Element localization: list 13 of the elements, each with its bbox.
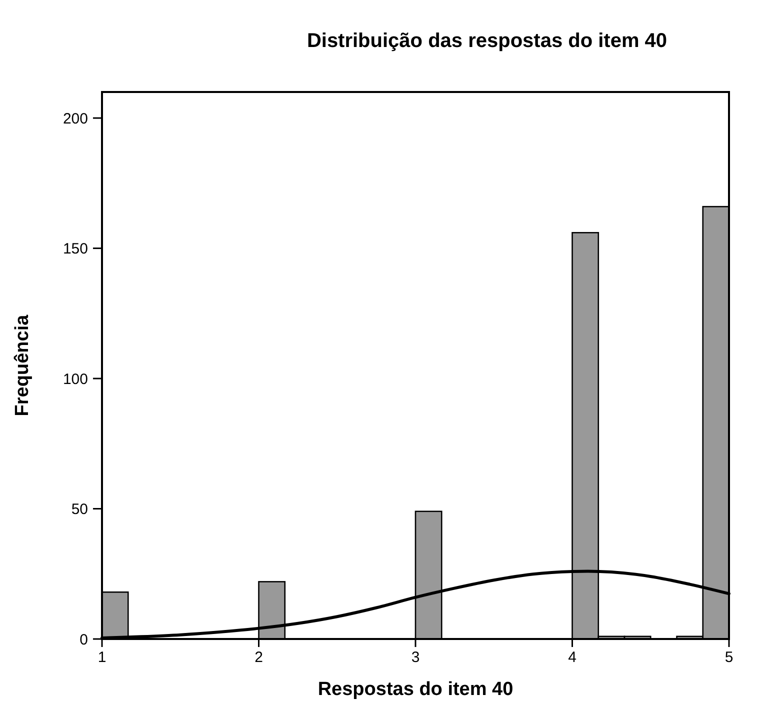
y-tick-label: 100 [62,370,88,388]
chart-title: Distribuição das respostas do item 40 [306,30,668,52]
x-tick-label: 3 [411,649,420,666]
y-tick-label: 150 [62,240,88,258]
x-tick-label: 5 [724,649,734,666]
y-tick-label: 200 [62,110,88,128]
x-tick-label: 2 [254,649,263,666]
x-tick-label: 1 [98,649,106,666]
y-tick-label: 0 [80,631,88,648]
x-tick-label: 4 [568,649,576,666]
y-axis-title: Frequência [12,314,33,416]
y-tick-label: 50 [71,501,88,518]
x-axis-title: Respostas do item 40 [318,679,514,700]
